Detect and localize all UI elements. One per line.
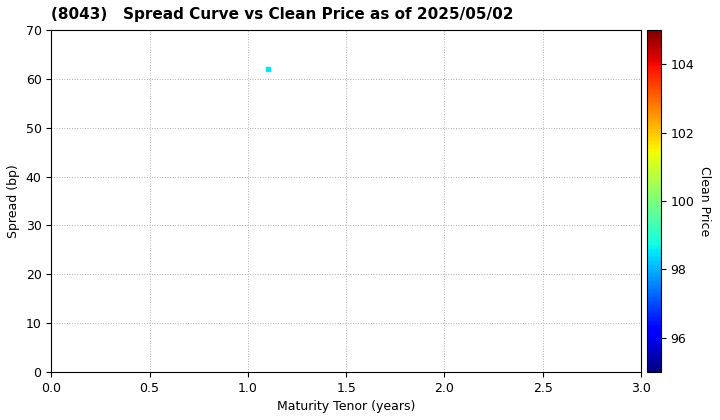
Y-axis label: Clean Price: Clean Price — [698, 166, 711, 236]
Text: (8043)   Spread Curve vs Clean Price as of 2025/05/02: (8043) Spread Curve vs Clean Price as of… — [51, 7, 514, 22]
Point — [262, 66, 274, 73]
Y-axis label: Spread (bp): Spread (bp) — [7, 164, 20, 238]
X-axis label: Maturity Tenor (years): Maturity Tenor (years) — [277, 400, 415, 413]
